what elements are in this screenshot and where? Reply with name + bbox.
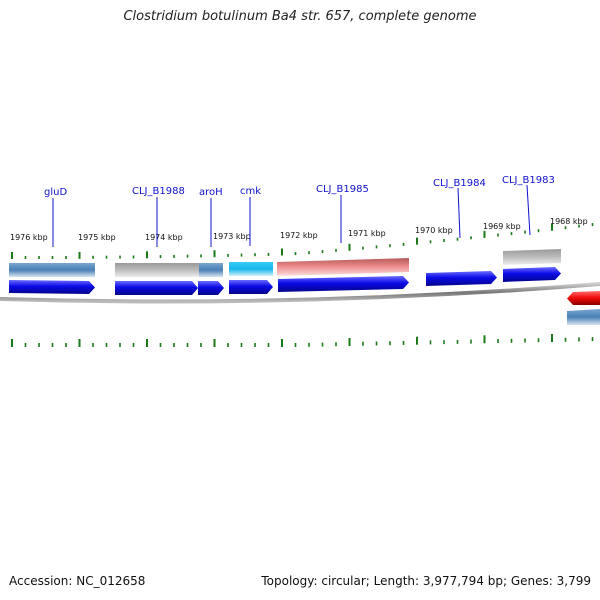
leader-line-CLJ_B1984 [457, 187, 461, 239]
gene-label-gluD[interactable]: gluD [44, 187, 67, 198]
cds-arrow-aroH[interactable] [198, 281, 224, 295]
gene-label-CLJ_B1984[interactable]: CLJ_B1984 [433, 178, 486, 189]
gene-label-CLJ_B1988[interactable]: CLJ_B1988 [132, 186, 185, 197]
tick-label-1970: 1970 kbp [415, 226, 453, 235]
kbp-labels: 1976 kbp 1975 kbp 1974 kbp 1973 kbp 1972… [10, 217, 588, 242]
gene-label-CLJ_B1983[interactable]: CLJ_B1983 [502, 175, 555, 186]
gene-label-aroH[interactable]: aroH [199, 187, 223, 198]
cds-arrow-CLJ_B1983[interactable] [503, 267, 561, 282]
gene-block-next-strand[interactable] [567, 309, 600, 325]
cds-arrow-CLJ_B1985[interactable] [278, 276, 409, 292]
gene-block-CLJ_B1985[interactable] [277, 258, 409, 276]
tick-label-1969: 1969 kbp [483, 222, 521, 231]
cds-arrow-reverse[interactable] [567, 291, 600, 305]
gene-labels: gluD CLJ_B1988 aroH cmk CLJ_B1985 CLJ_B1… [44, 175, 555, 247]
cds-arrow-cmk[interactable] [229, 280, 273, 294]
tick-label-1968: 1968 kbp [550, 217, 588, 226]
gene-label-cmk[interactable]: cmk [240, 186, 261, 197]
cds-track [9, 267, 600, 305]
cds-arrow-CLJ_B1984[interactable] [426, 271, 497, 286]
tick-label-1975: 1975 kbp [78, 233, 116, 242]
gene-block-cmk[interactable] [229, 262, 273, 276]
tick-label-1974: 1974 kbp [145, 233, 183, 242]
gene-block-CLJ_B1983[interactable] [503, 249, 561, 265]
gene-label-CLJ_B1985[interactable]: CLJ_B1985 [316, 184, 369, 195]
gene-block-aroH[interactable] [199, 263, 223, 277]
tick-label-1976: 1976 kbp [10, 233, 48, 242]
tick-label-1971: 1971 kbp [348, 229, 386, 238]
genome-title: Clostridium botulinum Ba4 str. 657, comp… [123, 9, 477, 24]
tick-row-outer [11, 223, 594, 259]
cds-arrow-CLJ_B1988[interactable] [115, 281, 198, 295]
genome-backbone [0, 282, 600, 304]
tick-label-1973: 1973 kbp [213, 232, 251, 241]
leader-line-CLJ_B1983 [526, 184, 531, 236]
cds-arrow-gluD[interactable] [9, 280, 95, 294]
gene-block-CLJ_B1988[interactable] [115, 263, 199, 277]
gene-feature-track [9, 249, 600, 325]
accession-label: Accession: NC_012658 [9, 574, 146, 588]
gene-block-gluD[interactable] [9, 263, 95, 277]
tick-row-inner [11, 334, 594, 347]
tick-label-1972: 1972 kbp [280, 231, 318, 240]
genome-summary: Topology: circular; Length: 3,977,794 bp… [261, 574, 591, 588]
